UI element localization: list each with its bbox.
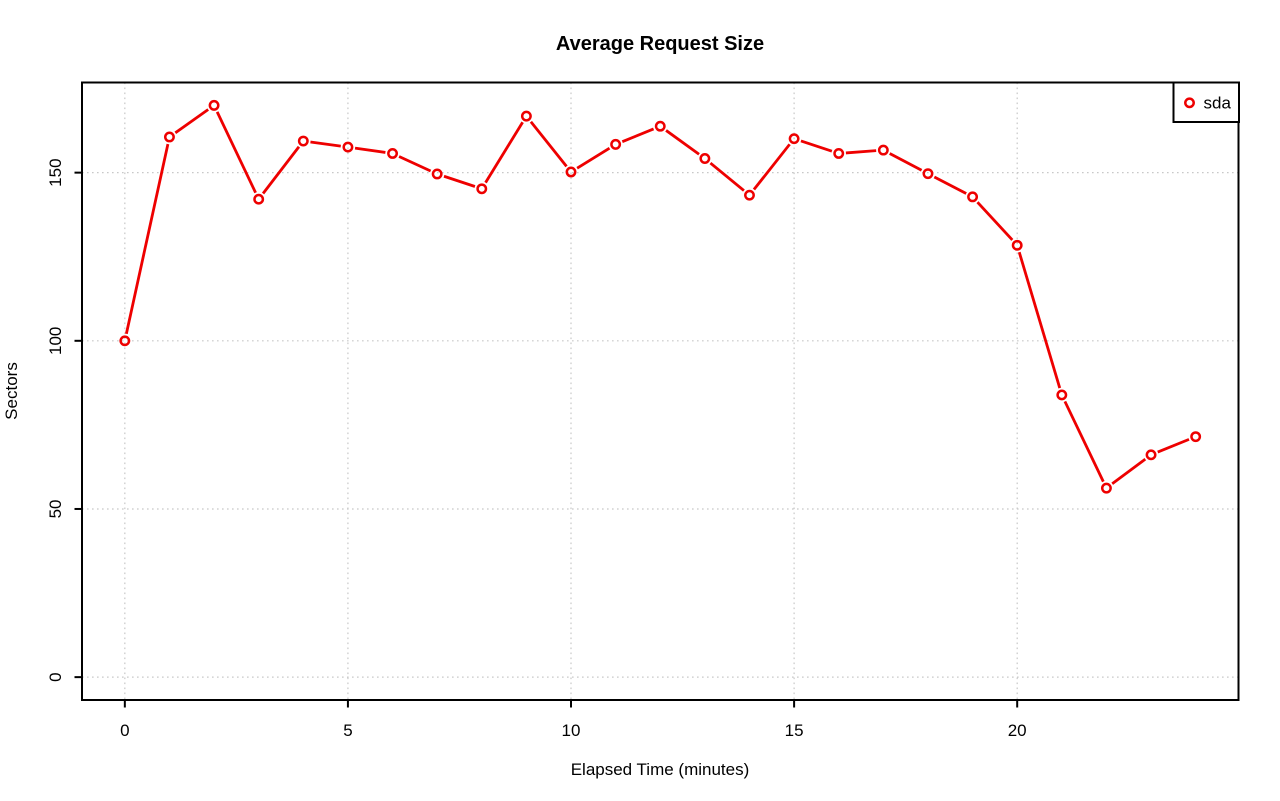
data-point-marker xyxy=(387,148,398,159)
series-line-segment xyxy=(621,127,655,143)
series-line-segment xyxy=(125,143,170,335)
data-point-marker xyxy=(744,189,755,201)
legend: sda xyxy=(1172,81,1240,123)
data-point-marker xyxy=(520,110,532,122)
series-line-segment xyxy=(529,120,568,168)
series-line-segment xyxy=(576,146,611,170)
series-line-segment xyxy=(215,111,257,194)
data-point-marker xyxy=(877,144,889,156)
data-point-marker xyxy=(967,191,979,203)
data-point-marker xyxy=(1190,431,1202,443)
x-tick-label: 15 xyxy=(785,721,804,740)
y-tick-label: 50 xyxy=(46,500,65,519)
series-line-segment xyxy=(933,175,967,195)
legend-box xyxy=(1172,81,1240,123)
series-line-segment xyxy=(665,129,700,156)
data-point-marker xyxy=(922,168,934,180)
data-point-marker xyxy=(476,183,488,195)
legend-marker-sda xyxy=(1184,97,1195,109)
series-line-segment xyxy=(1063,400,1105,483)
series-line-segment xyxy=(261,145,301,195)
series-line-segment xyxy=(976,201,1014,241)
data-point-marker xyxy=(164,131,175,143)
legend-label-sda: sda xyxy=(1204,94,1232,113)
series-line-segment xyxy=(484,121,524,184)
series-line-segment xyxy=(310,140,341,148)
series-line-segment xyxy=(752,143,791,191)
x-tick-label: 20 xyxy=(1008,721,1027,740)
y-tick-label: 0 xyxy=(46,672,65,681)
data-point-marker xyxy=(431,168,443,180)
data-point-marker xyxy=(342,141,354,153)
x-tick-label: 0 xyxy=(120,721,129,740)
x-axis-label: Elapsed Time (minutes) xyxy=(571,760,750,779)
plot-box xyxy=(81,81,1240,701)
data-point-marker xyxy=(1100,482,1112,494)
y-tick-label: 100 xyxy=(46,327,65,355)
data-point-marker xyxy=(654,120,666,132)
series-line-segment xyxy=(398,155,432,173)
x-tick-label: 5 xyxy=(343,721,352,740)
y-axis-label: Sectors xyxy=(2,362,21,420)
series-line-segment xyxy=(354,146,386,154)
data-point-marker xyxy=(565,166,577,178)
data-point-marker xyxy=(788,133,800,145)
series-line-segment xyxy=(1111,458,1147,485)
series-line-segment xyxy=(845,149,877,155)
data-point-marker xyxy=(119,335,131,347)
plot-area: 0 5 10 15 20 0 50 100 150 xyxy=(46,81,1240,740)
series-line-segment xyxy=(709,161,745,192)
data-point-marker xyxy=(699,153,711,164)
x-tick-label: 10 xyxy=(562,721,581,740)
data-point-marker xyxy=(610,138,622,150)
data-point-marker xyxy=(1011,239,1023,251)
data-point-marker xyxy=(208,99,220,111)
series-line-segment xyxy=(800,139,833,153)
data-point-marker xyxy=(253,193,265,205)
data-point-marker xyxy=(833,148,845,159)
data-point-marker xyxy=(1056,389,1068,401)
data-point-marker xyxy=(297,135,309,147)
series-line-segment xyxy=(889,152,923,172)
series-line-segment xyxy=(174,108,210,134)
series-line-segment xyxy=(1017,251,1062,389)
series-line-segment xyxy=(1157,438,1190,454)
chart-title: Average Request Size xyxy=(556,33,764,55)
data-point-marker xyxy=(1145,449,1157,461)
y-tick-label: 150 xyxy=(46,158,65,186)
series-line-segment xyxy=(443,174,476,188)
